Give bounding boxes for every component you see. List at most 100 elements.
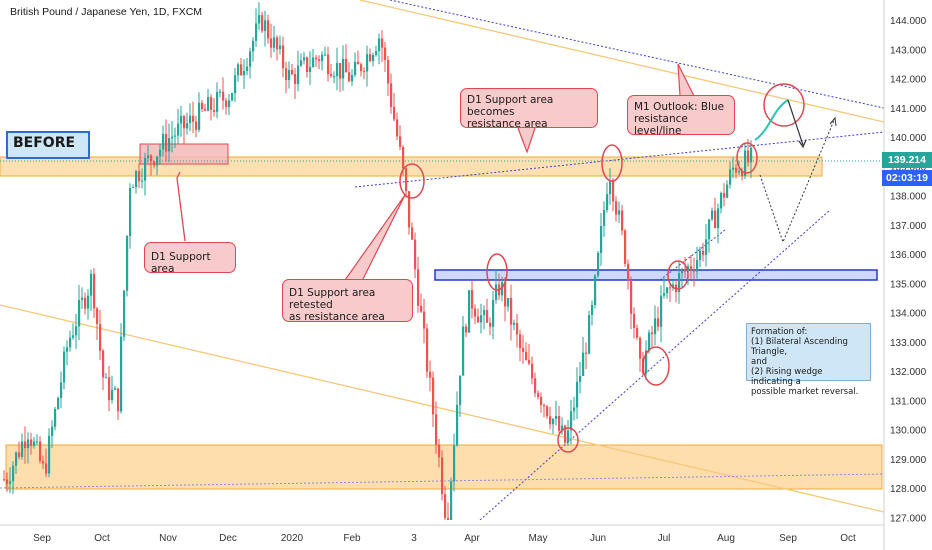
candle-body (360, 64, 363, 72)
candle-body (12, 465, 15, 482)
candle-body (462, 326, 465, 376)
candle-body (306, 57, 309, 72)
x-tick-label: Sep (779, 533, 797, 544)
d1-retested-text-2: as resistance area (289, 311, 385, 323)
target-circle (763, 83, 805, 127)
candle-body (48, 435, 51, 474)
x-tick-label: 3 (411, 533, 417, 544)
candle-body (744, 150, 747, 177)
candle-body (429, 371, 432, 378)
candle-body (219, 91, 222, 93)
candle-body (60, 382, 63, 398)
candle-body (171, 136, 174, 139)
y-tick-label: 143.000 (890, 45, 927, 56)
candle-body (165, 133, 168, 152)
long-orange-trendline (0, 304, 884, 513)
candle-body (489, 322, 492, 327)
candle-body (573, 407, 576, 412)
candle-body (654, 318, 657, 335)
candle-body (3, 479, 6, 481)
candle-body (735, 167, 738, 173)
candle-body (123, 290, 126, 337)
candle-body (57, 397, 60, 410)
candle-body (660, 295, 663, 327)
d1-becomes-resistance-callout[interactable]: D1 Support area becomes resistance area (460, 88, 598, 130)
candle-body (501, 282, 504, 296)
candle-body (729, 169, 732, 185)
candle-body (369, 54, 372, 62)
candle-body (618, 210, 621, 215)
m1-pointer (677, 63, 695, 97)
d1-becomes-text-1: D1 Support area becomes (467, 94, 554, 118)
candle-body (30, 439, 33, 446)
y-tick-label: 142.000 (890, 75, 927, 86)
candle-body (639, 337, 642, 359)
candle-body (513, 322, 516, 325)
candle-body (579, 375, 582, 382)
candle-body (594, 275, 597, 305)
x-tick-label: Oct (94, 533, 110, 544)
candle-body (267, 20, 270, 39)
d1-retested-callout[interactable]: D1 Support area retested as resistance a… (282, 279, 413, 323)
candle-body (240, 64, 243, 76)
mid-blue-dotted-line (354, 131, 884, 188)
candle-body (693, 269, 696, 272)
candle-body (372, 54, 375, 62)
formation-note[interactable]: Formation of: (1) Bilateral Ascending Tr… (746, 323, 871, 397)
candle-body (162, 133, 165, 150)
m1-outlook-callout[interactable]: M1 Outlook: Blue resistance level/line (627, 95, 735, 137)
july-high-circle (667, 260, 689, 290)
candle-body (405, 168, 408, 192)
candle-body (246, 66, 249, 71)
x-tick-label: Oct (840, 533, 856, 544)
candle-body (201, 102, 204, 109)
candle-body (480, 315, 483, 323)
candle-body (63, 351, 66, 383)
candle-body (186, 123, 189, 129)
candle-body (129, 187, 132, 237)
lower-support-zone (5, 444, 883, 490)
candle-body (297, 65, 300, 85)
d1-support-text: D1 Support area (151, 251, 211, 275)
candle-body (474, 308, 477, 317)
candle-body (264, 20, 267, 31)
candle-body (516, 322, 519, 335)
candle-body (399, 136, 402, 147)
candle-body (66, 347, 69, 352)
candle-body (249, 51, 252, 67)
candle-body (723, 193, 726, 198)
d1-retested-text-1: D1 Support area retested (289, 287, 376, 311)
candle-body (207, 97, 210, 111)
candle-body (111, 389, 114, 400)
candle-body (600, 225, 603, 253)
candle-body (225, 100, 228, 107)
candle-body (27, 439, 30, 449)
d1-support-callout[interactable]: D1 Support area (144, 242, 236, 275)
candle-body (519, 334, 522, 349)
candle-body (93, 273, 96, 309)
candle-body (396, 119, 399, 137)
candle-body (231, 93, 234, 101)
candle-body (183, 116, 186, 129)
candle-body (141, 180, 144, 182)
y-tick-label: 138.000 (890, 192, 927, 203)
before-label[interactable]: BEFORE (6, 131, 90, 159)
candle-body (336, 63, 339, 77)
candle-body (150, 155, 153, 162)
candle-body (147, 155, 150, 159)
candle-body (294, 74, 297, 85)
candle-body (711, 210, 714, 220)
candle-body (468, 290, 471, 333)
candle-body (345, 58, 348, 73)
last-price-value: 139.214 (888, 154, 926, 166)
candle-body (75, 326, 78, 336)
y-tick-label: 137.000 (890, 221, 927, 232)
candle-body (381, 38, 384, 48)
candle-body (324, 54, 327, 56)
upper-blue-dotted-line (389, 0, 884, 109)
candle-body (402, 146, 405, 169)
candle-body (222, 91, 225, 101)
bottom-dotted-line (0, 473, 884, 489)
